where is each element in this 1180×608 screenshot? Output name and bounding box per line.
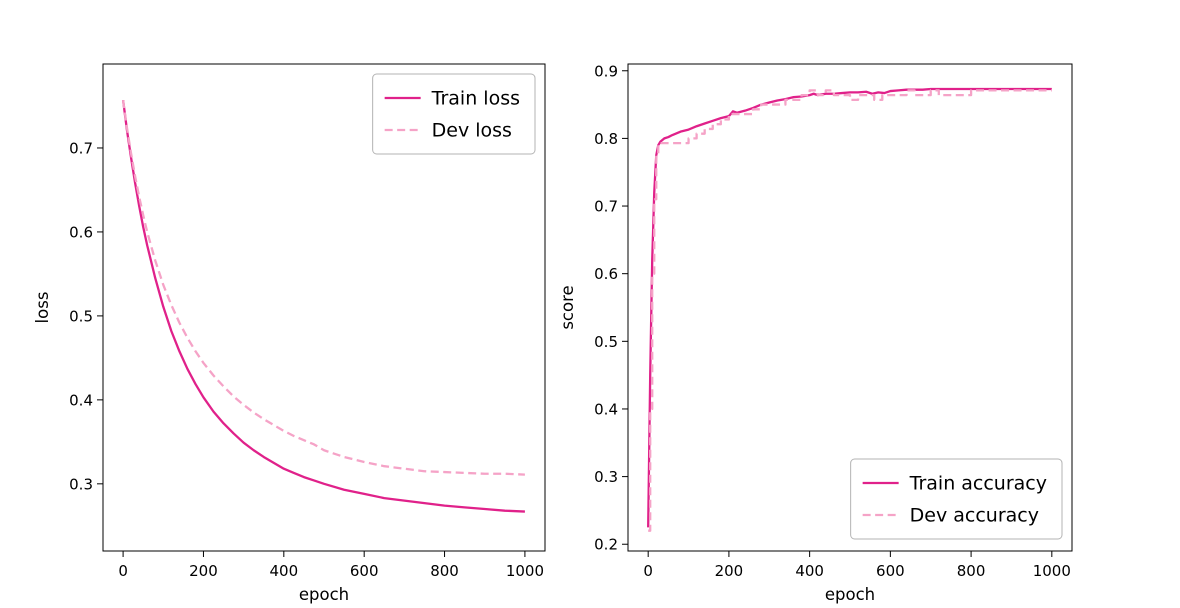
axes-spines: [102, 63, 546, 552]
y-tick-label: 0.5: [594, 333, 618, 351]
x-tick-label: 800: [430, 562, 459, 580]
x-tick-label: 600: [876, 562, 905, 580]
y-tick-label: 0.5: [69, 307, 93, 325]
legend-label: Dev accuracy: [910, 505, 1039, 527]
x-axis-label: epoch: [299, 585, 349, 604]
legend: Train loss Dev loss: [372, 73, 536, 155]
x-tick-label: 200: [189, 562, 218, 580]
series-train-loss: [121, 99, 525, 513]
x-tick-label: 0: [643, 562, 653, 580]
x-tick-label: 1000: [1033, 562, 1071, 580]
y-tick-label: 0.7: [69, 139, 93, 157]
y-tick-label: 0.6: [594, 265, 618, 283]
legend-box: [850, 458, 1063, 540]
y-axis-label: score: [558, 285, 577, 329]
y-tick-label: 0.3: [594, 468, 618, 486]
loss-plot: 0 200 400 600 800 1000 0.3 0.4 0.5 0.6 0.7 epoch los…: [33, 63, 546, 604]
y-tick-label: 0.9: [594, 62, 618, 80]
x-tick-label: 1000: [506, 562, 544, 580]
legend-label: Train loss: [431, 88, 520, 110]
x-tick-label: 0: [118, 562, 128, 580]
y-tick-label: 0.2: [594, 536, 618, 554]
x-tick-label: 400: [795, 562, 824, 580]
legend: Train accuracy Dev accuracy: [850, 458, 1063, 540]
x-tick-label: 600: [350, 562, 379, 580]
x-tick-label: 800: [957, 562, 986, 580]
accuracy-plot: 0 200 400 600 800 1000 0.2 0.3 0.4 0.5 0.6 0.7 0.8 0.…: [558, 62, 1073, 604]
y-tick-label: 0.6: [69, 223, 93, 241]
y-tick-label: 0.4: [69, 391, 93, 409]
y-tick-label: 0.4: [594, 400, 618, 418]
y-tick-label: 0.8: [594, 130, 618, 148]
axes-spines: [627, 63, 1073, 552]
x-axis-label: epoch: [825, 585, 875, 604]
y-tick-label: 0.3: [69, 475, 93, 493]
y-tick-label: 0.7: [594, 198, 618, 216]
y-axis-label: loss: [33, 292, 52, 324]
legend-label: Dev loss: [432, 120, 512, 142]
series-dev-accuracy: [648, 89, 1052, 532]
x-tick-label: 200: [715, 562, 744, 580]
x-tick-label: 400: [269, 562, 298, 580]
legend-box: [372, 73, 536, 155]
legend-label: Train accuracy: [909, 473, 1047, 495]
series-dev-loss: [121, 99, 525, 476]
